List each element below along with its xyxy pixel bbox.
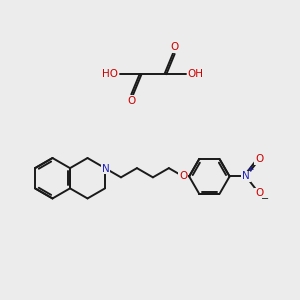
Text: HO: HO	[102, 69, 118, 79]
Text: O: O	[255, 154, 263, 164]
Text: +: +	[246, 165, 253, 174]
Text: OH: OH	[188, 69, 204, 79]
Text: N: N	[102, 164, 110, 174]
Text: O: O	[255, 188, 263, 198]
Text: N: N	[242, 171, 250, 182]
Text: −: −	[261, 194, 269, 204]
Text: O: O	[127, 96, 135, 106]
Text: O: O	[179, 171, 187, 182]
Text: O: O	[170, 43, 179, 52]
